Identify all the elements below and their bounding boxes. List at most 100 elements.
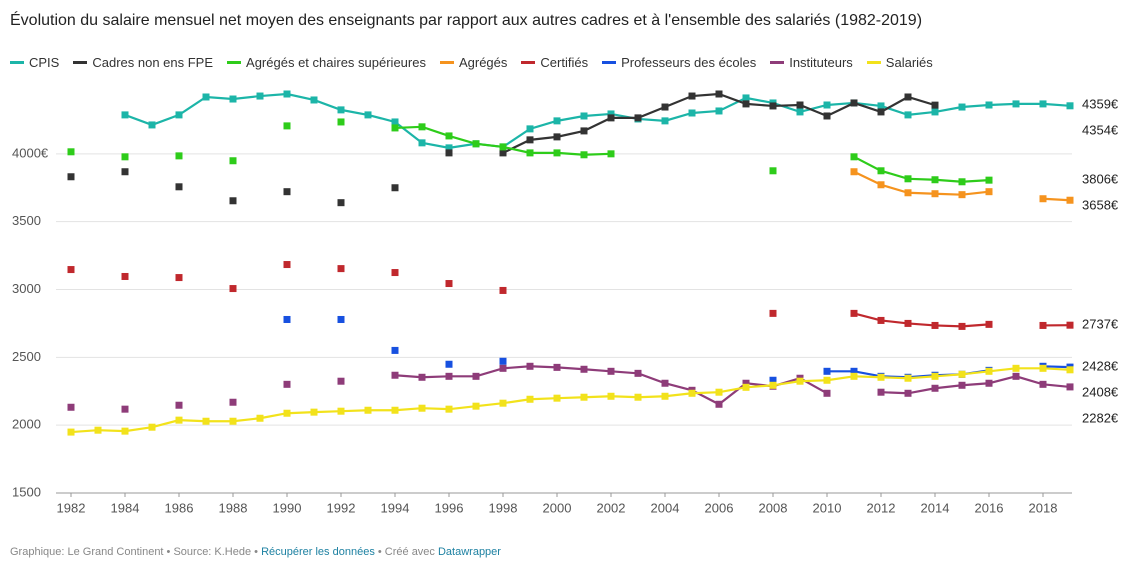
data-point	[1066, 321, 1074, 329]
data-point	[931, 190, 939, 198]
data-point	[769, 167, 777, 175]
legend-swatch	[227, 61, 242, 64]
x-tick-label: 1998	[489, 500, 518, 515]
data-point	[580, 393, 588, 401]
x-tick-label: 2016	[975, 500, 1004, 515]
data-point	[148, 121, 156, 129]
data-point	[796, 101, 804, 109]
data-point	[634, 114, 642, 122]
data-point	[607, 110, 615, 118]
data-point	[337, 106, 345, 114]
legend-item: Salariés	[866, 55, 933, 70]
data-point	[553, 149, 561, 157]
legend-label: Agrégés	[458, 55, 508, 70]
x-tick-label: 2012	[867, 500, 896, 515]
data-point	[67, 403, 75, 411]
data-point	[121, 153, 129, 161]
legend-swatch	[770, 61, 785, 64]
data-point	[985, 188, 993, 196]
x-tick-label: 2010	[813, 500, 842, 515]
data-point	[715, 107, 723, 115]
data-point	[526, 125, 534, 133]
data-point	[823, 389, 831, 397]
data-point	[985, 367, 993, 375]
data-point	[634, 369, 642, 377]
data-point	[553, 133, 561, 141]
data-point	[418, 404, 426, 412]
data-point	[202, 93, 210, 101]
data-point	[850, 367, 858, 375]
data-point	[499, 364, 507, 372]
data-point	[418, 123, 426, 131]
data-point	[553, 117, 561, 125]
data-point	[1012, 100, 1020, 108]
data-point	[1039, 100, 1047, 108]
tool-link[interactable]: Datawrapper	[437, 546, 501, 558]
data-point	[931, 384, 939, 392]
x-tick-label: 2002	[597, 500, 626, 515]
data-point	[958, 103, 966, 111]
data-point	[796, 377, 804, 385]
end-label: 4354€	[1082, 123, 1119, 138]
series-line	[853, 170, 1071, 202]
data-link[interactable]: Récupérer les données	[261, 546, 375, 558]
data-point	[445, 280, 453, 288]
x-tick-label: 1986	[165, 500, 194, 515]
data-point	[445, 405, 453, 413]
data-point	[1039, 380, 1047, 388]
series-line	[394, 365, 1071, 406]
data-point	[1039, 321, 1047, 329]
data-point	[580, 151, 588, 159]
data-point	[391, 371, 399, 379]
legend-item: CPIS	[10, 55, 59, 70]
data-point	[175, 183, 183, 191]
data-point	[715, 388, 723, 396]
legend-item: Certifiés	[521, 55, 588, 70]
data-point	[796, 108, 804, 116]
data-point	[904, 111, 912, 119]
data-point	[337, 407, 345, 415]
data-point	[877, 373, 885, 381]
data-point	[121, 427, 129, 435]
end-label: 2282€	[1082, 411, 1119, 426]
legend-label: Salariés	[885, 55, 933, 70]
data-point	[661, 117, 669, 125]
legend-label: Professeurs des écoles	[621, 55, 757, 70]
data-point	[607, 367, 615, 375]
data-point	[229, 417, 237, 425]
data-point	[229, 285, 237, 293]
data-point	[661, 379, 669, 387]
data-point	[1039, 195, 1047, 203]
data-point	[94, 426, 102, 434]
data-point	[202, 417, 210, 425]
data-point	[715, 400, 723, 408]
data-point	[445, 360, 453, 368]
data-point	[877, 167, 885, 175]
data-point	[67, 148, 75, 156]
data-point	[67, 266, 75, 274]
legend-label: CPIS	[29, 55, 60, 70]
legend-item: Professeurs des écoles	[602, 55, 756, 70]
y-tick-label: 2000	[12, 417, 41, 432]
data-point	[256, 414, 264, 422]
data-point	[931, 108, 939, 116]
data-point	[850, 99, 858, 107]
data-point	[877, 316, 885, 324]
data-point	[364, 406, 372, 414]
data-point	[67, 428, 75, 436]
end-label: 2428€	[1082, 359, 1119, 374]
data-point	[499, 357, 507, 365]
y-tick-label: 1500	[12, 484, 41, 499]
data-point	[985, 176, 993, 184]
data-point	[445, 372, 453, 380]
data-point	[1066, 383, 1074, 391]
series-line	[502, 92, 936, 154]
data-point	[607, 392, 615, 400]
footer-text: • Créé avec	[374, 546, 438, 558]
x-tick-label: 2006	[705, 500, 734, 515]
data-point	[283, 122, 291, 130]
data-point	[931, 321, 939, 329]
data-point	[526, 362, 534, 370]
data-point	[877, 388, 885, 396]
legend-swatch	[602, 61, 617, 64]
